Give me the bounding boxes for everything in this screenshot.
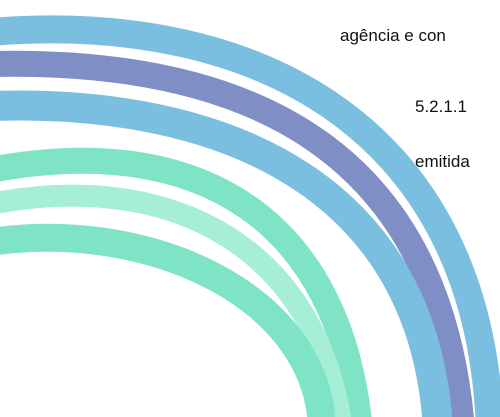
text-line: emitida [415, 152, 470, 171]
arc [0, 184, 352, 417]
arc [0, 223, 336, 417]
arc [0, 50, 474, 417]
heading-number: 5.2.1.1 [415, 97, 467, 116]
text-line: agência e con [340, 26, 446, 45]
arc [0, 15, 500, 417]
arc [0, 90, 452, 417]
arc [0, 147, 372, 417]
